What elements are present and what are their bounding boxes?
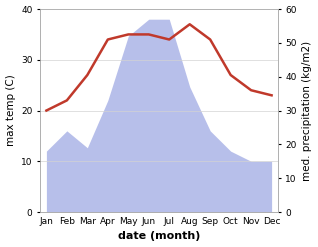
X-axis label: date (month): date (month) bbox=[118, 231, 200, 242]
Y-axis label: med. precipitation (kg/m2): med. precipitation (kg/m2) bbox=[302, 41, 313, 181]
Y-axis label: max temp (C): max temp (C) bbox=[5, 75, 16, 146]
